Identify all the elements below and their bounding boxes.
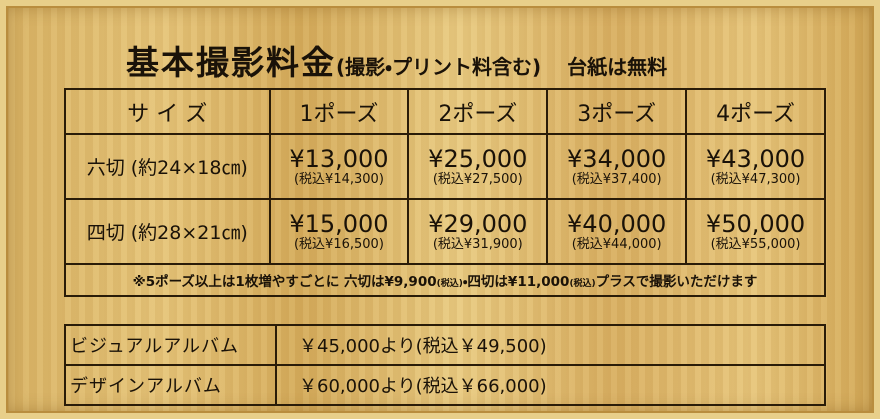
price: ¥29,000 (428, 209, 528, 238)
price: ¥50,000 (705, 209, 806, 238)
tax-included-price: (税込¥16,500) (293, 236, 384, 252)
subtitle: (撮影・プリント料含む) (336, 55, 542, 79)
price: ¥43,000 (705, 144, 806, 173)
album-table: ビジュアルアルバム ￥45,000より(税込￥49,500) デザインアルバム ￥60… (64, 324, 826, 406)
column-header: 3ポーズ (546, 88, 688, 135)
price-row: 四切 (約28×21㎝) ¥15,000 (税込¥16,500) ¥29,000 (税込… (64, 198, 826, 265)
size-cell: 四切 (約28×21㎝) (64, 198, 271, 265)
price-cell: ¥40,000 (税込¥44,000) (546, 198, 688, 265)
tax-included-price: (税込¥37,400) (571, 171, 662, 187)
footnote-part: (税込) (436, 279, 463, 289)
size-cell: 六切 (約24×18㎝) (64, 133, 271, 200)
footnote-part: (税込) (569, 279, 596, 289)
footnote-part: ・四切は¥11,000 (462, 274, 570, 290)
tax-included-price: (税込¥27,500) (432, 171, 523, 187)
footnote-part: プラスで撮影いただけます (595, 274, 758, 290)
tax-included-price: (税込¥31,900) (432, 236, 523, 252)
mount-note: 台紙は無料 (567, 55, 668, 79)
price-cell: ¥15,000 (税込¥16,500) (268, 198, 410, 265)
price: ¥13,000 (289, 144, 389, 173)
album-name: ビジュアルアルバム (64, 324, 277, 366)
album-row: デザインアルバム ￥60,000より(税込￥66,000) (64, 364, 826, 406)
column-header: 2ポーズ (407, 88, 549, 135)
title: 基本撮影料金 (126, 43, 336, 82)
column-header: サ イ ズ (64, 88, 271, 135)
price-cell: ¥29,000 (税込¥31,900) (407, 198, 549, 265)
album-name: デザインアルバム (64, 364, 277, 406)
footnote-row: ※5ポーズ以上は1枚増やすごとに 六切は¥9,900(税込)・四切は¥11,00… (64, 263, 826, 297)
price-cell: ¥50,000 (税込¥55,000) (685, 198, 826, 265)
price: ¥34,000 (567, 144, 667, 173)
price-cell: ¥25,000 (税込¥27,500) (407, 133, 549, 200)
album-row: ビジュアルアルバム ￥45,000より(税込￥49,500) (64, 324, 826, 366)
price: ¥25,000 (428, 144, 528, 173)
price-cell: ¥13,000 (税込¥14,300) (268, 133, 410, 200)
column-header: 4ポーズ (685, 88, 826, 135)
price: ¥40,000 (567, 209, 667, 238)
title-block: 基本撮影料金(撮影・プリント料含む) 台紙は無料 (126, 36, 667, 84)
column-header: 1ポーズ (268, 88, 410, 135)
price-cell: ¥34,000 (税込¥37,400) (546, 133, 688, 200)
tax-included-price: (税込¥47,300) (710, 171, 801, 187)
footnote-part: ※5ポーズ以上は1枚増やすごとに 六切は¥9,900 (132, 274, 437, 290)
album-price: ￥60,000より(税込￥66,000) (275, 364, 826, 406)
tax-included-price: (税込¥55,000) (710, 236, 801, 252)
price-cell: ¥43,000 (税込¥47,300) (685, 133, 826, 200)
header-row: サ イ ズ 1ポーズ 2ポーズ 3ポーズ 4ポーズ (64, 88, 826, 135)
tax-included-price: (税込¥44,000) (571, 236, 662, 252)
album-price: ￥45,000より(税込￥49,500) (275, 324, 826, 366)
price-row: 六切 (約24×18㎝) ¥13,000 (税込¥14,300) ¥25,000 (税込… (64, 133, 826, 200)
footnote: ※5ポーズ以上は1枚増やすごとに 六切は¥9,900(税込)・四切は¥11,00… (64, 263, 826, 297)
tax-included-price: (税込¥14,300) (293, 171, 384, 187)
price-table: サ イ ズ 1ポーズ 2ポーズ 3ポーズ 4ポーズ 六切 (約24×18㎝) ¥13,000… (64, 88, 826, 297)
price: ¥15,000 (289, 209, 389, 238)
